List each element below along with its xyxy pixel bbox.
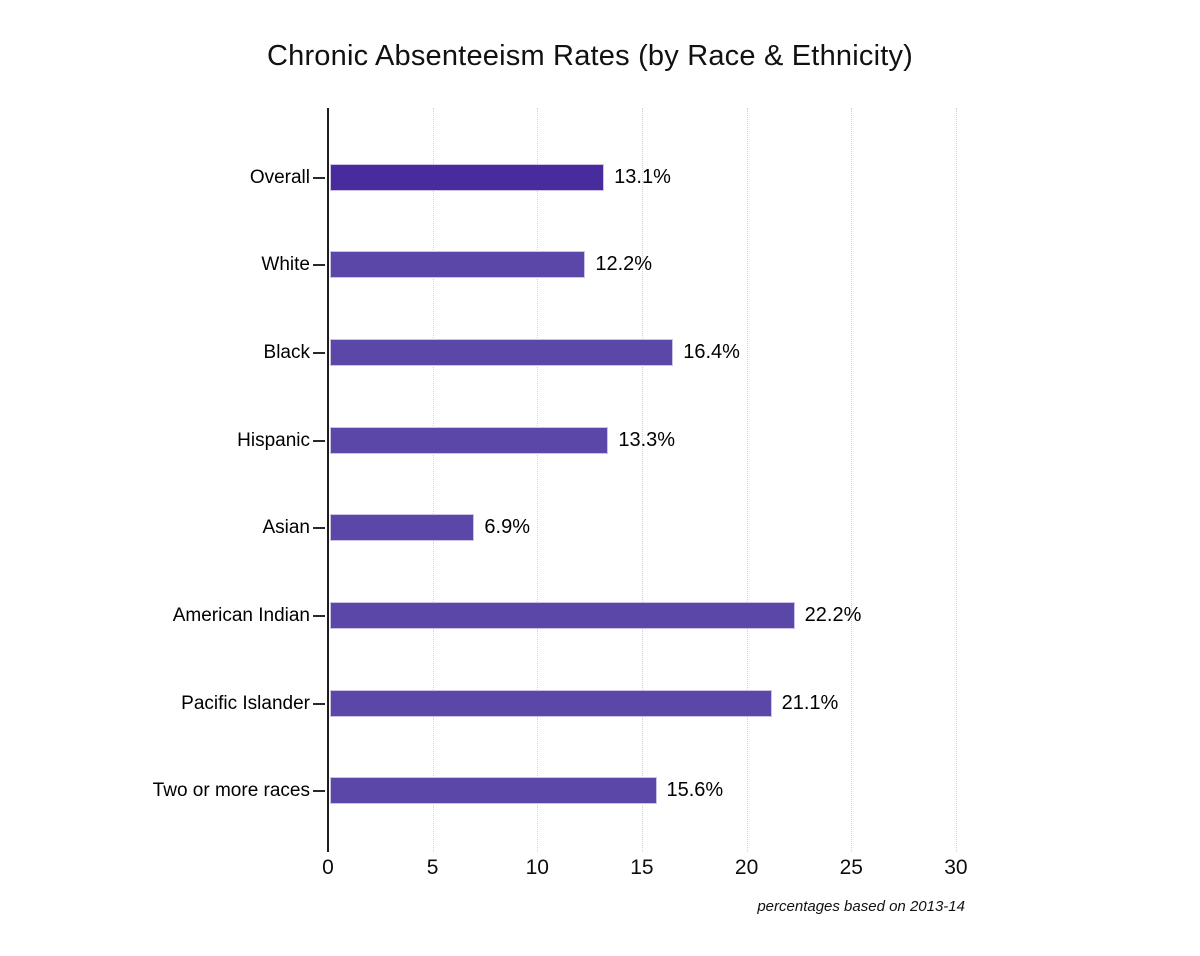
bar-row-overall: Overall 13.1% bbox=[0, 163, 1200, 191]
x-tick-label: 15 bbox=[630, 856, 654, 879]
x-tick-label: 10 bbox=[525, 856, 549, 879]
y-tick-mark bbox=[313, 702, 325, 705]
category-label: Pacific Islander bbox=[181, 692, 310, 714]
y-axis-line bbox=[327, 108, 329, 852]
category-label: Black bbox=[263, 341, 310, 363]
x-tick-label: 25 bbox=[839, 856, 863, 879]
bar-row-asian: Asian 6.9% bbox=[0, 514, 1200, 542]
bar-row-american-indian: American Indian 22.2% bbox=[0, 602, 1200, 630]
value-label: 15.6% bbox=[666, 779, 724, 802]
bar bbox=[330, 338, 674, 366]
bar-row-two-or-more-races: Two or more races 15.6% bbox=[0, 777, 1200, 805]
value-label: 6.9% bbox=[484, 516, 530, 539]
category-label: Hispanic bbox=[237, 429, 310, 451]
bar-row-black: Black 16.4% bbox=[0, 338, 1200, 366]
gridline-x-30 bbox=[955, 108, 957, 852]
y-tick-mark bbox=[313, 439, 325, 442]
value-label: 21.1% bbox=[781, 691, 839, 714]
gridline-x-20 bbox=[746, 108, 748, 852]
y-tick-mark bbox=[313, 264, 325, 267]
bar bbox=[330, 602, 795, 630]
bar bbox=[330, 251, 586, 279]
y-tick-mark bbox=[313, 790, 325, 793]
category-label: American Indian bbox=[172, 605, 310, 627]
gridline-x-10 bbox=[537, 108, 539, 852]
bar bbox=[330, 689, 772, 717]
x-tick-label: 20 bbox=[734, 856, 759, 879]
bar bbox=[330, 426, 609, 454]
x-tick-label: 0 bbox=[322, 856, 334, 879]
y-tick-mark bbox=[313, 615, 325, 618]
x-tick-label: 30 bbox=[944, 856, 968, 879]
gridline-x-5 bbox=[432, 108, 434, 852]
gridline-x-25 bbox=[851, 108, 853, 852]
value-label: 13.3% bbox=[618, 428, 676, 451]
bar-row-pacific-islander: Pacific Islander 21.1% bbox=[0, 689, 1200, 717]
bar bbox=[330, 514, 475, 542]
x-tick-label: 5 bbox=[426, 856, 439, 879]
category-label: White bbox=[261, 254, 310, 276]
bar-row-white: White 12.2% bbox=[0, 251, 1200, 279]
y-tick-mark bbox=[313, 176, 325, 179]
category-label: Two or more races bbox=[152, 780, 310, 802]
category-label: Asian bbox=[262, 517, 310, 539]
value-label: 16.4% bbox=[683, 340, 740, 363]
gridline-x-15 bbox=[641, 108, 643, 852]
value-label: 13.1% bbox=[614, 165, 671, 188]
bar bbox=[330, 163, 605, 191]
bar-row-hispanic: Hispanic 13.3% bbox=[0, 426, 1200, 454]
chart-footnote: percentages based on 2013-14 bbox=[757, 898, 965, 915]
y-tick-mark bbox=[313, 527, 325, 530]
category-label: Overall bbox=[249, 166, 310, 188]
value-label: 12.2% bbox=[595, 253, 653, 276]
value-label: 22.2% bbox=[804, 604, 862, 627]
bar bbox=[330, 777, 657, 805]
y-tick-mark bbox=[313, 351, 325, 354]
chart-title: Chronic Absenteeism Rates (by Race & Eth… bbox=[266, 40, 914, 72]
